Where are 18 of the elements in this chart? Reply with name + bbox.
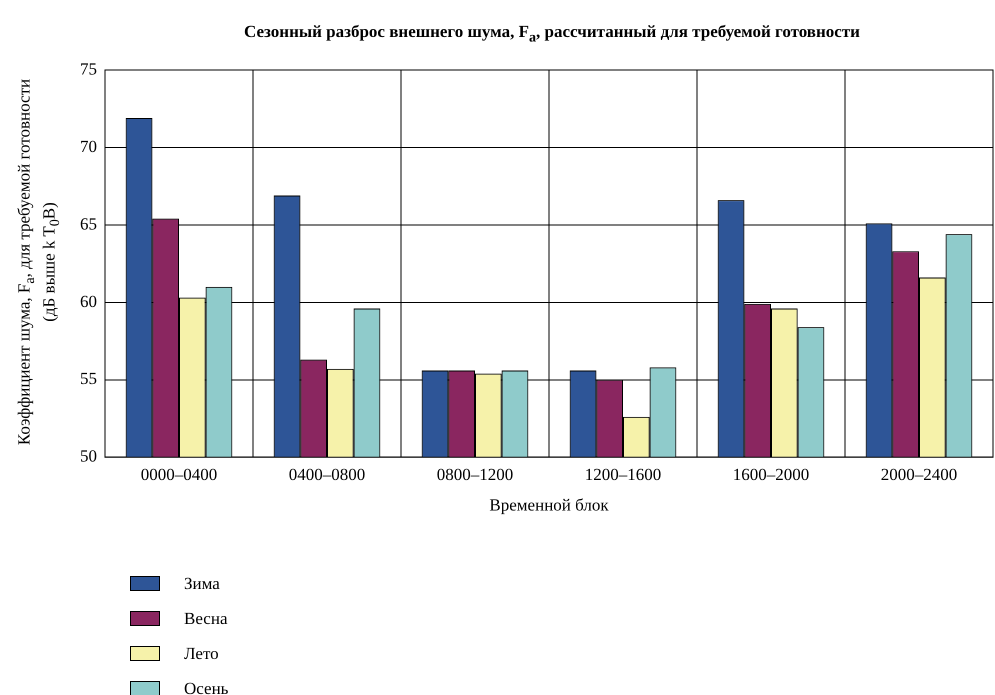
x-tick-label: 1600–2000 (732, 464, 810, 484)
y-tick-label: 75 (80, 59, 97, 78)
legend-label: Зима (184, 574, 220, 594)
x-tick-label: 0000–0400 (140, 464, 218, 484)
legend-label: Весна (184, 608, 228, 628)
y-tick-label: 70 (80, 136, 97, 156)
legend-label: Лето (184, 644, 219, 664)
x-tick-label: 2000–2400 (880, 464, 958, 484)
y-tick-label: 60 (80, 292, 97, 311)
y-tick-label: 55 (80, 369, 97, 388)
y-tick-label: 65 (80, 214, 97, 234)
chart-title: Сезонный разброс внешнего шума, F$_{a}$, рассчитанный для требуемой готовности (243, 22, 861, 46)
y-tick-label: 50 (80, 446, 97, 466)
x-tick-label: 0800–1200 (436, 464, 514, 484)
x-axis-title: Временной блок (489, 495, 610, 514)
x-tick-label: 0400–0800 (288, 464, 366, 484)
legend-label: Осень (184, 678, 228, 695)
x-tick-label: 1200–1600 (584, 464, 662, 484)
